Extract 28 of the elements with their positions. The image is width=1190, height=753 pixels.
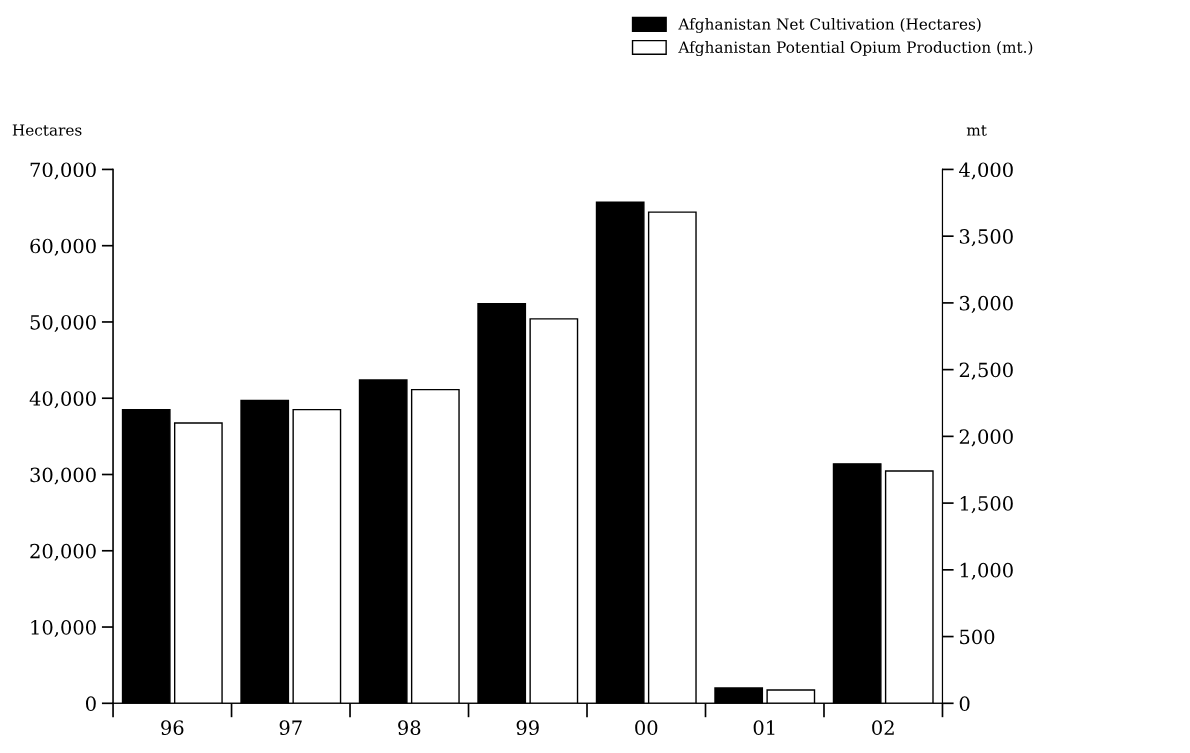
x-tick-label: 97 [279,720,302,736]
x-tick-label: 00 [635,720,658,736]
x-tick-label: 99 [516,720,539,736]
x-tick-label: 01 [753,720,775,736]
y2-tick-label: 2,000 [959,429,1013,447]
y-tick-label: 60,000 [30,238,96,256]
x-tick-label: 02 [872,720,894,736]
y2-tick-label: 3,500 [959,229,1013,247]
x-tick-label: 96 [161,720,184,736]
y2-tick-label: 2,500 [959,362,1013,380]
y-tick-label: 0 [85,696,96,711]
y2-tick-label: 0 [959,696,970,711]
y2-axis-title: mt [966,125,987,136]
y-tick-label: 30,000 [30,467,96,485]
y-tick-label: 70,000 [30,162,96,180]
y2-tick-label: 4,000 [959,162,1013,180]
y2-tick-label: 3,000 [959,295,1013,313]
y2-tick-label: 500 [960,629,995,645]
legend-label: Afghanistan Potential Opium Production (mt.) [678,41,1033,57]
legend-label: Afghanistan Net Cultivation (Hectares) [678,17,981,33]
y-axis-title: Hectares [12,124,82,136]
y2-tick-label: 1,000 [960,562,1013,580]
y-tick-label: 50,000 [30,314,96,332]
y-tick-label: 40,000 [29,391,96,409]
y-tick-label: 20,000 [30,543,96,561]
y2-tick-label: 1,500 [960,496,1013,514]
x-tick-label: 98 [398,720,421,736]
y-tick-label: 10,000 [31,619,96,638]
